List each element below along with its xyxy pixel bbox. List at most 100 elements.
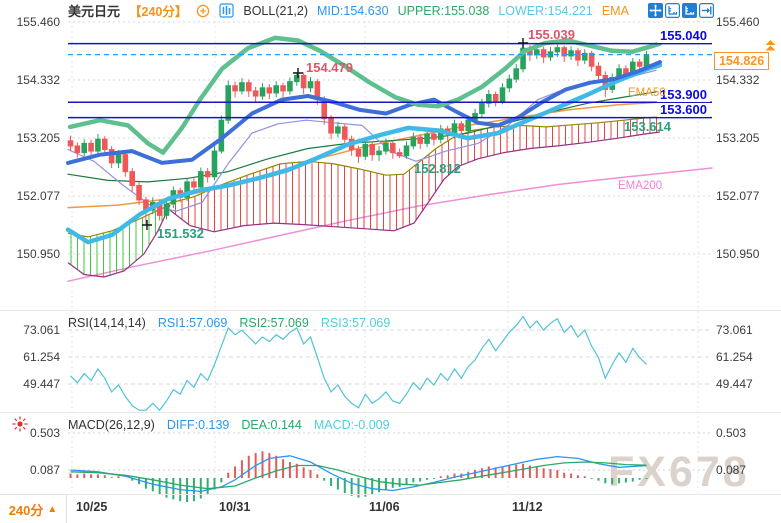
time-axis-separator — [0, 494, 781, 495]
candle-body — [307, 81, 314, 89]
rsi2-value: RSI2:57.069 — [239, 316, 309, 330]
bullish-cloud-bottom — [67, 204, 171, 278]
candle-body — [417, 136, 424, 144]
time-axis-label: 11/12 — [512, 500, 543, 514]
pan-tool-icon[interactable] — [648, 3, 663, 18]
candle-body — [266, 87, 273, 94]
level-chip-155040[interactable]: 155.040 — [657, 29, 710, 43]
price-axis-label-right: 152.077 — [716, 189, 760, 203]
boll-upper-value: UPPER:155.038 — [397, 3, 490, 18]
candle-body — [211, 150, 218, 178]
timeframe-badge-label: 240分 — [8, 502, 44, 518]
candle-body — [492, 94, 499, 102]
channel-purple-line — [67, 69, 657, 212]
macd-dea-value: DEA:0.144 — [241, 418, 302, 432]
candle-body — [369, 143, 376, 156]
candle-body — [513, 68, 520, 80]
candle-body — [67, 140, 74, 147]
candle-body — [362, 143, 369, 157]
panel-separator — [0, 310, 781, 311]
price-annotation: EMA200 — [618, 180, 663, 192]
price-axis-label-right: 153.205 — [716, 131, 760, 145]
time-axis-label: 10/25 — [76, 500, 108, 514]
rsi-header: RSI(14,14,14) RSI1:57.069 RSI2:57.069 RS… — [68, 316, 390, 330]
candle-body — [575, 50, 581, 61]
price-annotation: 155.039 — [528, 27, 575, 42]
candle-body — [293, 74, 300, 83]
candle-body — [280, 85, 286, 92]
bearish-cloud-bottom — [165, 131, 661, 233]
price-up-arrow-icon — [763, 39, 778, 54]
macd-header: MACD(26,12,9) DIFF:0.139 DEA:0.144 MACD:… — [68, 418, 390, 432]
timeframe-label[interactable]: 【240分】 — [129, 5, 188, 19]
chart-header: 美元日元 【240分】 BOLL(21,2) MID:154.630 UPPER… — [68, 2, 629, 19]
candle-body — [74, 145, 81, 154]
candle-body — [184, 181, 190, 198]
candle-body — [245, 82, 252, 92]
timeframe-badge[interactable]: 240分 ▲ — [0, 494, 67, 523]
level-chip-153900[interactable]: 153.900 — [657, 88, 710, 102]
candle-body — [485, 94, 492, 104]
rsi-title: RSI(14,14,14) — [68, 316, 146, 330]
candle-body — [259, 87, 266, 97]
up-triangle-icon: ▲ — [47, 503, 58, 515]
candle-body — [465, 119, 472, 131]
price-axis-label-left: 150.950 — [16, 247, 60, 261]
axis-scale-active-icon[interactable] — [682, 3, 697, 18]
candle-body — [335, 126, 341, 134]
marker-cross-icon — [518, 38, 528, 48]
macd-axis-label-right: 0.503 — [716, 426, 747, 440]
live-sun-icon — [10, 414, 30, 434]
candle-body — [479, 102, 485, 115]
candle-chart-icon[interactable] — [219, 3, 234, 18]
add-indicator-icon[interactable] — [196, 4, 210, 18]
rsi3-value: RSI3:57.069 — [320, 316, 391, 330]
candle-body — [232, 85, 238, 92]
rsi-axis-label-left: 61.254 — [23, 350, 60, 364]
price-annotation: 153.614 — [624, 119, 671, 134]
candle-body — [383, 142, 389, 152]
candle-body — [163, 203, 170, 216]
time-axis-label: 10/31 — [219, 500, 251, 514]
macd-axis-label-right: 0.087 — [716, 463, 747, 477]
candle-body — [355, 149, 362, 157]
level-chip-153600[interactable]: 153.600 — [657, 103, 710, 117]
macd-dea-line — [70, 461, 647, 490]
price-axis-label-left: 152.077 — [16, 189, 60, 203]
candle-body — [225, 85, 232, 121]
candle-body — [520, 47, 526, 70]
price-axis-label-left: 154.332 — [16, 73, 60, 87]
rsi-axis-label-left: 73.061 — [23, 323, 60, 337]
rsi-axis-label-right: 49.447 — [716, 377, 753, 391]
candle-body — [389, 142, 396, 154]
price-annotation: EMA50 — [628, 87, 666, 99]
candle-body — [458, 123, 465, 131]
macd-axis-label-left: 0.503 — [29, 426, 60, 440]
macd-diff-line — [70, 455, 647, 493]
macd-diff-value: DIFF:0.139 — [166, 418, 230, 432]
macd-value: MACD:-0.009 — [313, 418, 390, 432]
price-axis-label-left: 155.460 — [16, 15, 60, 29]
macd-axis-label-left: 0.087 — [29, 463, 60, 477]
jump-to-latest-icon[interactable] — [699, 3, 714, 18]
price-axis-label-right: 154.332 — [716, 73, 760, 87]
candle-body — [431, 133, 437, 140]
candle-body — [554, 47, 561, 53]
ma-cyan-line — [65, 62, 663, 245]
boll-lower-value: LOWER:154.221 — [498, 3, 593, 18]
price-axis-label-right: 150.950 — [716, 247, 760, 261]
symbol-title: 美元日元 — [68, 4, 121, 19]
rsi-axis-label-right: 61.254 — [716, 350, 753, 364]
ema-indicator-label: EMA — [601, 3, 629, 18]
candle-body — [300, 74, 307, 89]
rsi1-value: RSI1:57.069 — [157, 316, 228, 330]
price-annotation: 152.812 — [414, 161, 461, 176]
price-annotation: 154.479 — [306, 60, 353, 75]
axis-scale-icon[interactable] — [665, 3, 680, 18]
candle-body — [506, 78, 513, 89]
candle-body — [595, 65, 602, 76]
candle-body — [252, 90, 259, 97]
marker-cross-icon — [142, 220, 152, 230]
